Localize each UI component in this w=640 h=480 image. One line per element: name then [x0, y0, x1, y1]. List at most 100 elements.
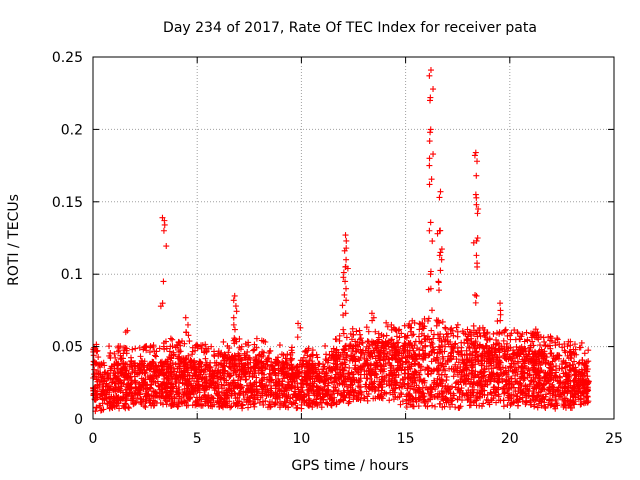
roti-point: [438, 376, 445, 383]
roti-point: [447, 326, 454, 333]
roti-point: [396, 347, 403, 354]
roti-point: [483, 363, 490, 370]
roti-point: [214, 350, 221, 357]
roti-point: [100, 406, 107, 413]
roti-point: [323, 357, 330, 364]
roti-point: [454, 321, 461, 328]
roti-point: [167, 343, 174, 350]
roti-point: [183, 365, 190, 372]
roti-point: [196, 401, 203, 408]
roti-point: [304, 381, 311, 388]
roti-point: [369, 369, 376, 376]
roti-point: [457, 363, 464, 370]
roti-point: [228, 388, 235, 395]
roti-point: [558, 361, 565, 368]
roti-point: [427, 129, 434, 136]
roti-point: [340, 269, 347, 276]
roti-point: [193, 394, 200, 401]
roti-point: [320, 366, 327, 373]
roti-point: [473, 194, 480, 201]
roti-point: [368, 310, 375, 317]
roti-point: [357, 397, 364, 404]
roti-point: [220, 362, 227, 369]
roti-point: [385, 356, 392, 363]
roti-point: [136, 386, 143, 393]
roti-point: [376, 381, 383, 388]
roti-point: [161, 375, 168, 382]
roti-point: [541, 374, 548, 381]
roti-point: [215, 367, 222, 374]
roti-point: [176, 386, 183, 393]
roti-point: [294, 334, 301, 341]
roti-point: [408, 383, 415, 390]
roti-point: [298, 380, 305, 387]
roti-point: [433, 357, 440, 364]
roti-point: [555, 384, 562, 391]
roti-point: [239, 402, 246, 409]
roti-point: [407, 339, 414, 346]
roti-point: [192, 402, 199, 409]
roti-point: [568, 355, 575, 362]
roti-point: [378, 394, 385, 401]
roti-point: [468, 376, 475, 383]
grid-lines: [93, 57, 614, 419]
roti-point: [441, 403, 448, 410]
roti-point: [191, 372, 198, 379]
roti-point: [342, 375, 349, 382]
roti-point: [528, 356, 535, 363]
roti-point: [574, 381, 581, 388]
roti-point: [410, 347, 417, 354]
roti-point: [469, 352, 476, 359]
roti-point: [110, 386, 117, 393]
roti-point: [399, 398, 406, 405]
roti-point: [473, 292, 480, 299]
roti-point: [427, 395, 434, 402]
roti-point: [464, 366, 471, 373]
roti-point: [268, 385, 275, 392]
axis-ticks: [92, 56, 615, 420]
roti-point: [269, 399, 276, 406]
roti-point: [447, 403, 454, 410]
roti-point: [130, 401, 137, 408]
roti-point: [107, 365, 114, 372]
roti-point: [256, 399, 263, 406]
roti-point: [173, 378, 180, 385]
roti-point: [159, 390, 166, 397]
roti-point: [340, 367, 347, 374]
roti-point: [554, 352, 561, 359]
roti-point: [388, 381, 395, 388]
roti-point: [127, 354, 134, 361]
roti-point: [309, 347, 316, 354]
roti-point: [437, 267, 444, 274]
roti-point: [262, 398, 269, 405]
roti-point: [313, 392, 320, 399]
roti-point: [357, 346, 364, 353]
roti-point: [568, 352, 575, 359]
roti-point: [116, 405, 123, 412]
roti-point: [259, 383, 266, 390]
roti-point: [160, 343, 167, 350]
roti-point: [290, 391, 297, 398]
roti-point: [554, 402, 561, 409]
roti-point: [244, 368, 251, 375]
roti-point: [408, 361, 415, 368]
roti-point: [433, 380, 440, 387]
roti-point: [496, 372, 503, 379]
roti-point: [490, 330, 497, 337]
roti-point: [492, 375, 499, 382]
roti-point: [404, 374, 411, 381]
roti-point: [172, 361, 179, 368]
roti-point: [309, 352, 316, 359]
roti-point: [442, 343, 449, 350]
roti-point: [129, 390, 136, 397]
roti-point: [445, 399, 452, 406]
roti-point: [359, 339, 366, 346]
roti-point: [263, 392, 270, 399]
roti-point: [245, 361, 252, 368]
roti-point: [361, 362, 368, 369]
roti-point: [436, 335, 443, 342]
roti-point: [357, 375, 364, 382]
roti-point: [390, 385, 397, 392]
roti-point: [245, 404, 252, 411]
roti-point: [309, 351, 316, 358]
